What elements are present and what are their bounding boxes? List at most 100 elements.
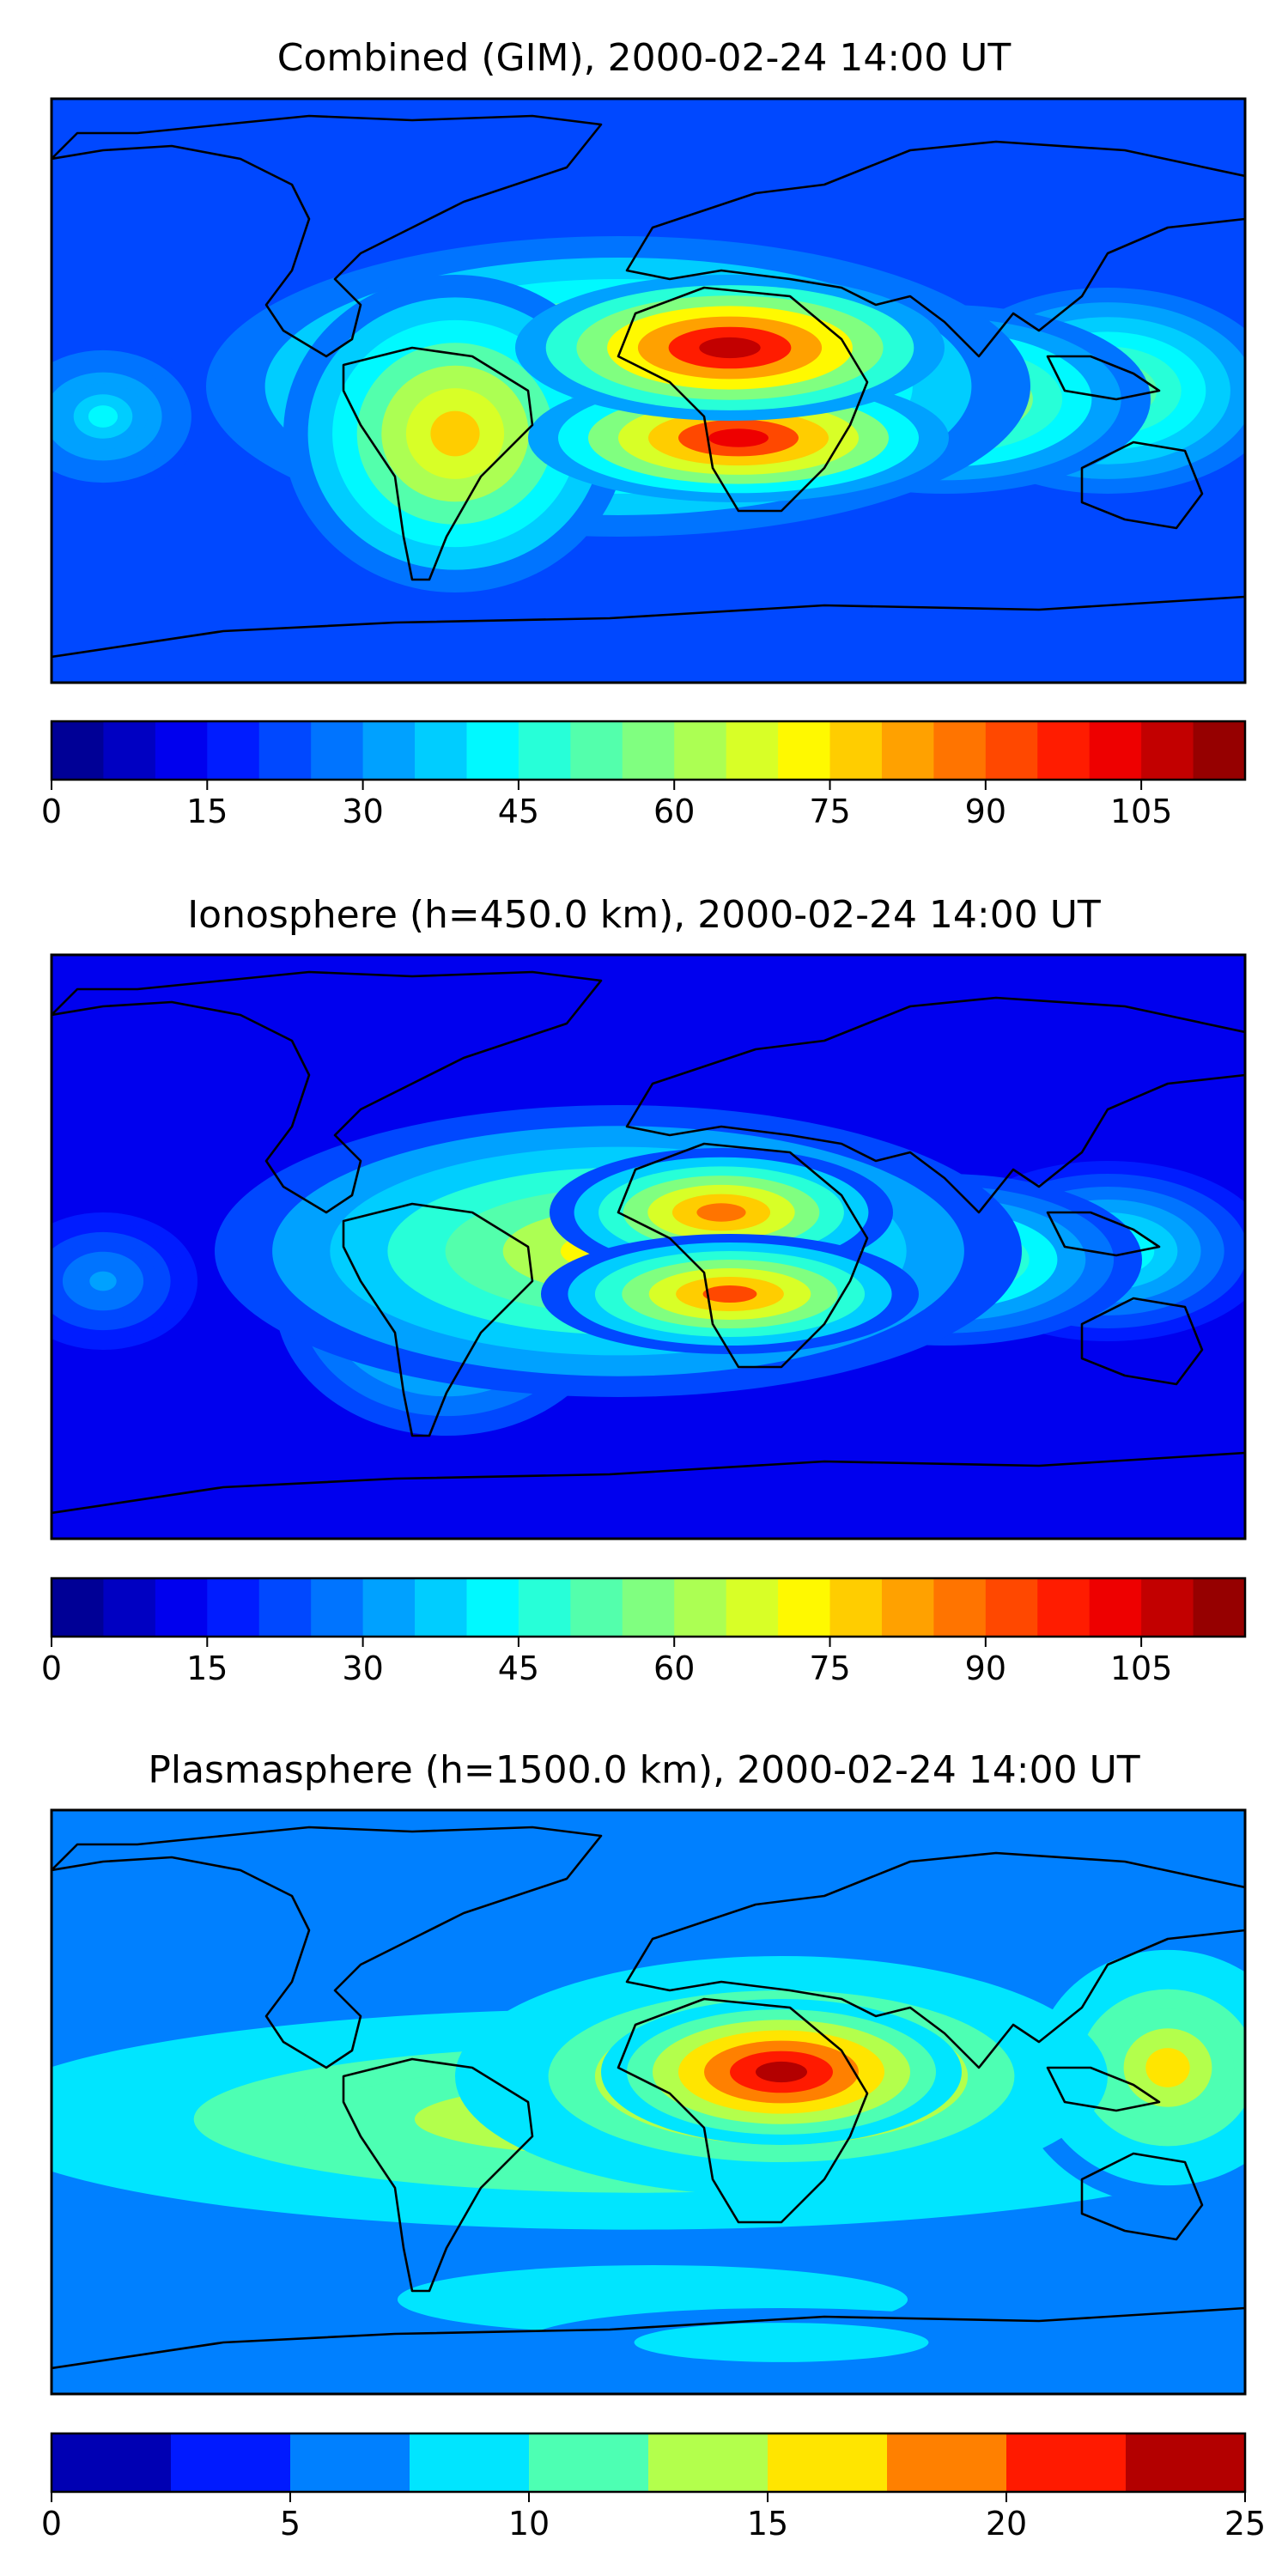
colorbar-tick-label: 45 — [498, 1649, 539, 1687]
colorbar-cell — [768, 2433, 888, 2492]
colorbar-cell — [518, 1578, 571, 1637]
contour-south-america-crest — [430, 410, 480, 457]
colorbar-cell — [570, 1578, 623, 1637]
colorbar-cell — [258, 721, 312, 780]
colorbar-cell — [290, 2433, 410, 2492]
colorbar-cell — [155, 721, 208, 780]
contour-southern-africa-max — [708, 428, 769, 447]
colorbar-cell — [1193, 1578, 1246, 1637]
map-frame — [50, 1808, 1247, 2396]
colorbar-cell — [415, 721, 468, 780]
colorbar-tick-label: 90 — [965, 793, 1006, 830]
colorbar-frame — [50, 720, 1247, 781]
colorbar-cell — [570, 721, 623, 780]
coastline-path — [1080, 1297, 1204, 1386]
colorbar-tick-label: 60 — [653, 793, 695, 830]
colorbar-cell — [52, 1578, 105, 1637]
panel-3-title: Plasmasphere (h=1500.0 km), 2000-02-24 1… — [148, 1748, 1139, 1792]
coastline-path — [1080, 440, 1204, 530]
colorbar-cell — [1193, 721, 1246, 780]
colorbar-cell — [829, 721, 883, 780]
colorbar-tick-label: 15 — [186, 793, 228, 830]
colorbar-tick-label: 20 — [986, 2505, 1027, 2543]
contour-southern-africa-max — [702, 1285, 757, 1303]
coastline-path — [625, 140, 1245, 358]
colorbar-cell — [648, 2433, 769, 2492]
colorbar-cell — [258, 1578, 312, 1637]
colorbar-cell — [103, 1578, 156, 1637]
colorbar-tick-label: 25 — [1224, 2505, 1266, 2543]
coastline-path — [52, 114, 603, 358]
colorbar-cell — [1141, 1578, 1194, 1637]
colorbar-tick-label: 30 — [342, 1649, 383, 1687]
coastline-path — [1046, 2066, 1161, 2112]
colorbar-cell — [1126, 2433, 1246, 2492]
coastline-path — [52, 2306, 1245, 2394]
colorbar-cell — [518, 721, 571, 780]
coastline-path — [52, 1826, 603, 2069]
contour-antarctic-band — [744, 2337, 818, 2348]
coastline-path — [617, 1142, 869, 1369]
map-frame — [50, 953, 1247, 1540]
panel-1-colorbar: 0 15 30 45 60 75 90 105 — [41, 720, 1247, 830]
colorbar-cell — [622, 1578, 675, 1637]
colorbar-cell — [1006, 2433, 1127, 2492]
colorbar-tick-label: 30 — [342, 793, 383, 830]
colorbar-cell — [311, 721, 364, 780]
colorbar-tick-label: 15 — [186, 1649, 228, 1687]
colorbar-cell — [466, 1578, 519, 1637]
colorbar-cell — [985, 1578, 1038, 1637]
colorbar-cell — [103, 721, 156, 780]
colorbar-cell — [207, 721, 260, 780]
colorbar-cell — [778, 721, 831, 780]
coastline-path — [625, 996, 1245, 1214]
colorbar-cell — [466, 721, 519, 780]
coastlines — [52, 970, 1245, 1539]
contour-arabia-max — [756, 2061, 807, 2083]
coastline-path — [1046, 1211, 1161, 1257]
coastline-path — [52, 970, 603, 1214]
panel-1-title: Combined (GIM), 2000-02-24 14:00 UT — [277, 36, 1012, 80]
colorbar-tick-label: 5 — [280, 2505, 301, 2543]
colorbar-cell — [1089, 721, 1142, 780]
colorbar-cell — [362, 1578, 416, 1637]
colorbar-tick-label: 105 — [1110, 1649, 1173, 1687]
colorbar-cell — [674, 1578, 727, 1637]
colorbar-cell — [674, 721, 727, 780]
colorbar-tick-label: 15 — [747, 2505, 788, 2543]
colorbar-cell — [1037, 1578, 1091, 1637]
coastline-path — [342, 346, 534, 581]
colorbar-cell — [726, 1578, 779, 1637]
contour-pacific-edge — [89, 1271, 117, 1291]
colorbar-tick-label: 0 — [41, 2505, 62, 2543]
coastline-path — [342, 2057, 534, 2293]
coastline-path — [617, 1997, 869, 2224]
colorbar-cell — [829, 1578, 883, 1637]
colorbar-cell — [410, 2433, 530, 2492]
colorbar-tick-label: 45 — [498, 793, 539, 830]
colorbar-cell — [415, 1578, 468, 1637]
colorbar-cell — [726, 721, 779, 780]
colorbar-cell — [52, 721, 105, 780]
colorbar-tick-label: 105 — [1110, 793, 1173, 830]
panel-2-map — [50, 953, 1247, 1540]
colorbar-cell — [985, 721, 1038, 780]
colorbar-cell — [933, 1578, 987, 1637]
contour-north-africa-max — [699, 337, 761, 359]
contour-west-pacific-crest — [1145, 2048, 1190, 2087]
panel-2-colorbar: 0 15 30 45 60 75 90 105 — [41, 1577, 1247, 1687]
coastline-path — [1046, 355, 1161, 401]
colorbar-cell — [311, 1578, 364, 1637]
colorbar-cell — [155, 1578, 208, 1637]
colorbar-cell — [1089, 1578, 1142, 1637]
panel-1-map — [50, 97, 1247, 684]
colorbar-cell — [1141, 721, 1194, 780]
colorbar-tick-label: 60 — [653, 1649, 695, 1687]
colorbar-tick-label: 75 — [809, 1649, 850, 1687]
coastlines — [52, 114, 1245, 683]
coastlines — [52, 1826, 1245, 2394]
colorbar-frame — [50, 1577, 1247, 1638]
colorbar-cell — [1037, 721, 1091, 780]
coastline-path — [617, 286, 869, 513]
